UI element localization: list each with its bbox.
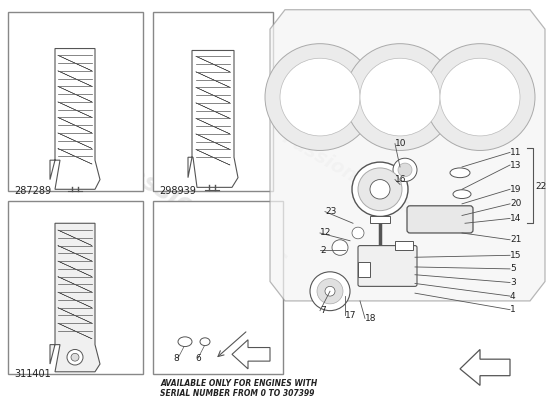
Text: 18: 18 — [365, 314, 377, 323]
Text: 16: 16 — [395, 175, 406, 184]
Bar — [358, 262, 370, 277]
Bar — [370, 216, 390, 223]
Circle shape — [345, 44, 455, 150]
Text: 3: 3 — [510, 278, 516, 287]
Circle shape — [440, 58, 520, 136]
Text: 8: 8 — [173, 354, 179, 363]
Text: 22: 22 — [535, 182, 546, 191]
Text: 287289: 287289 — [14, 186, 51, 196]
Circle shape — [360, 58, 440, 136]
Text: 12: 12 — [320, 228, 331, 238]
Bar — [8, 12, 143, 191]
Ellipse shape — [178, 337, 192, 346]
FancyBboxPatch shape — [358, 246, 417, 286]
Circle shape — [352, 227, 364, 239]
Ellipse shape — [450, 168, 470, 178]
Circle shape — [310, 272, 350, 311]
Text: 17: 17 — [345, 311, 356, 320]
Circle shape — [393, 158, 417, 182]
Text: 7: 7 — [320, 306, 326, 315]
Polygon shape — [270, 10, 545, 301]
Polygon shape — [188, 50, 238, 187]
Bar — [153, 201, 283, 374]
Text: 1: 1 — [510, 305, 516, 314]
Text: 23: 23 — [325, 207, 337, 216]
Text: 4: 4 — [510, 292, 516, 300]
Polygon shape — [232, 340, 270, 369]
Text: 20: 20 — [510, 199, 521, 208]
Circle shape — [358, 168, 402, 211]
Circle shape — [280, 58, 360, 136]
Polygon shape — [50, 48, 100, 189]
Ellipse shape — [200, 338, 210, 346]
Text: 298939: 298939 — [159, 186, 196, 196]
Text: Passion4Parts: Passion4Parts — [279, 128, 421, 221]
Text: 15: 15 — [510, 251, 521, 260]
Bar — [153, 12, 273, 191]
Circle shape — [265, 44, 375, 150]
Text: 14: 14 — [510, 214, 521, 223]
Circle shape — [67, 350, 83, 365]
Text: 5: 5 — [510, 264, 516, 273]
Text: 311401: 311401 — [14, 369, 51, 379]
Circle shape — [71, 353, 79, 361]
Polygon shape — [460, 350, 510, 385]
Text: 6: 6 — [195, 354, 201, 363]
FancyBboxPatch shape — [407, 206, 473, 233]
Bar — [395, 241, 413, 250]
Bar — [8, 201, 143, 374]
Text: 11: 11 — [510, 148, 521, 157]
Circle shape — [370, 180, 390, 199]
Circle shape — [332, 240, 348, 255]
Ellipse shape — [453, 190, 471, 198]
Text: 10: 10 — [395, 139, 406, 148]
Text: 21: 21 — [510, 235, 521, 244]
Text: 13: 13 — [510, 160, 521, 170]
Circle shape — [352, 162, 408, 216]
Text: 2: 2 — [320, 246, 326, 255]
Circle shape — [425, 44, 535, 150]
Text: 19: 19 — [510, 185, 521, 194]
Circle shape — [325, 286, 335, 296]
Text: AVAILABLE ONLY FOR ENGINES WITH
SERIAL NUMBER FROM 0 TO 307399: AVAILABLE ONLY FOR ENGINES WITH SERIAL N… — [160, 378, 317, 398]
Text: Passion4Parts: Passion4Parts — [109, 154, 292, 273]
Circle shape — [398, 163, 412, 177]
Circle shape — [317, 279, 343, 304]
Polygon shape — [50, 223, 100, 372]
